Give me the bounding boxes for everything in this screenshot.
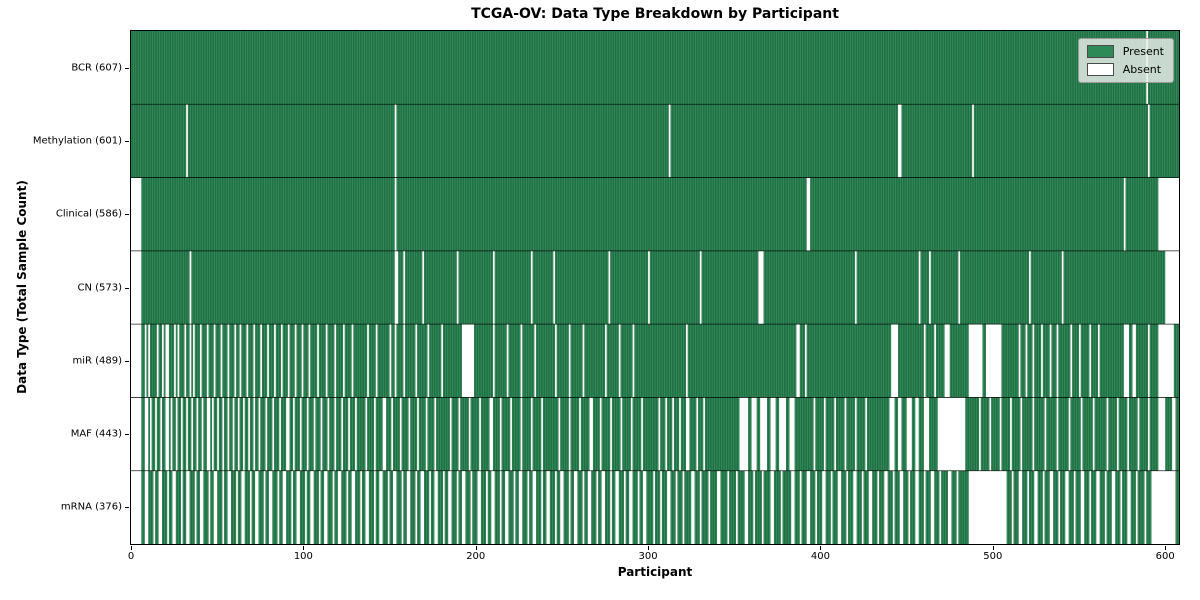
x-tick-label: 600 — [1155, 551, 1175, 562]
y-tick-mark — [125, 214, 129, 216]
y-tick-mark — [125, 67, 129, 69]
heatmap-canvas — [131, 31, 1179, 544]
x-tick-label: 400 — [810, 551, 831, 562]
x-axis-label: Participant — [617, 565, 693, 579]
legend-present-label: Present — [1122, 45, 1164, 58]
x-tick-mark — [820, 546, 822, 550]
y-tick-mark — [125, 434, 129, 436]
y-tick-mark — [125, 360, 129, 362]
x-tick-mark — [648, 546, 650, 550]
x-tick-mark — [303, 546, 305, 550]
x-tick-mark — [475, 546, 477, 550]
y-tick-label: mRNA (376) — [60, 501, 122, 513]
x-tick-label: 200 — [466, 551, 486, 562]
x-tick-mark — [992, 546, 994, 550]
y-tick-label: CN (573) — [77, 282, 122, 293]
y-tick-mark — [125, 140, 129, 142]
x-tick-label: 0 — [127, 551, 135, 562]
x-tick-label: 500 — [983, 551, 1003, 562]
y-tick-label: miR (489) — [72, 355, 122, 367]
legend: Present Absent — [1077, 38, 1174, 83]
y-tick-label: BCR (607) — [71, 62, 122, 74]
y-tick-mark — [125, 287, 129, 289]
legend-entry-present: Present — [1086, 45, 1164, 58]
plot-area: Present Absent — [130, 30, 1180, 545]
legend-absent-label: Absent — [1122, 63, 1162, 76]
legend-present-swatch — [1086, 45, 1114, 58]
x-tick-label: 100 — [293, 551, 313, 562]
y-tick-label: Methylation (601) — [32, 135, 122, 147]
y-tick-mark — [125, 507, 129, 509]
y-axis-label: Data Type (Total Sample Count) — [15, 180, 29, 394]
chart-title: TCGA-OV: Data Type Breakdown by Particip… — [471, 6, 839, 22]
legend-absent-swatch — [1086, 63, 1114, 76]
x-tick-mark — [131, 546, 132, 550]
y-tick-label: MAF (443) — [70, 428, 122, 440]
x-tick-label: 300 — [638, 551, 658, 562]
legend-entry-absent: Absent — [1086, 63, 1164, 76]
y-tick-label: Clinical (586) — [55, 208, 122, 220]
x-tick-mark — [1165, 546, 1167, 550]
